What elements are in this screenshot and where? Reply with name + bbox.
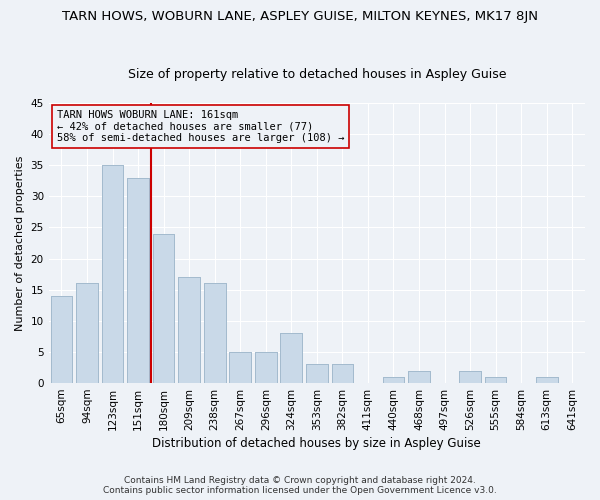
- Bar: [101, 165, 124, 383]
- Bar: [536, 377, 557, 383]
- Y-axis label: Number of detached properties: Number of detached properties: [15, 156, 25, 330]
- Bar: [76, 284, 98, 383]
- Bar: [204, 284, 226, 383]
- Bar: [153, 234, 175, 383]
- Bar: [280, 334, 302, 383]
- Bar: [76, 284, 98, 383]
- Bar: [127, 178, 149, 383]
- Bar: [229, 352, 251, 383]
- Bar: [178, 278, 200, 383]
- Title: Size of property relative to detached houses in Aspley Guise: Size of property relative to detached ho…: [128, 68, 506, 81]
- Bar: [255, 352, 277, 383]
- Bar: [306, 364, 328, 383]
- Bar: [408, 370, 430, 383]
- Bar: [459, 370, 481, 383]
- Bar: [485, 377, 506, 383]
- Bar: [332, 364, 353, 383]
- Bar: [536, 377, 557, 383]
- X-axis label: Distribution of detached houses by size in Aspley Guise: Distribution of detached houses by size …: [152, 437, 481, 450]
- Bar: [127, 178, 149, 383]
- Bar: [332, 364, 353, 383]
- Bar: [280, 334, 302, 383]
- Bar: [408, 370, 430, 383]
- Bar: [178, 278, 200, 383]
- Bar: [383, 377, 404, 383]
- Bar: [383, 377, 404, 383]
- Bar: [485, 377, 506, 383]
- Bar: [153, 234, 175, 383]
- Bar: [50, 296, 72, 383]
- Text: TARN HOWS, WOBURN LANE, ASPLEY GUISE, MILTON KEYNES, MK17 8JN: TARN HOWS, WOBURN LANE, ASPLEY GUISE, MI…: [62, 10, 538, 23]
- Bar: [459, 370, 481, 383]
- Bar: [306, 364, 328, 383]
- Bar: [255, 352, 277, 383]
- Bar: [229, 352, 251, 383]
- Bar: [50, 296, 72, 383]
- Text: TARN HOWS WOBURN LANE: 161sqm
← 42% of detached houses are smaller (77)
58% of s: TARN HOWS WOBURN LANE: 161sqm ← 42% of d…: [57, 110, 344, 143]
- Text: Contains HM Land Registry data © Crown copyright and database right 2024.
Contai: Contains HM Land Registry data © Crown c…: [103, 476, 497, 495]
- Bar: [204, 284, 226, 383]
- Bar: [101, 165, 124, 383]
